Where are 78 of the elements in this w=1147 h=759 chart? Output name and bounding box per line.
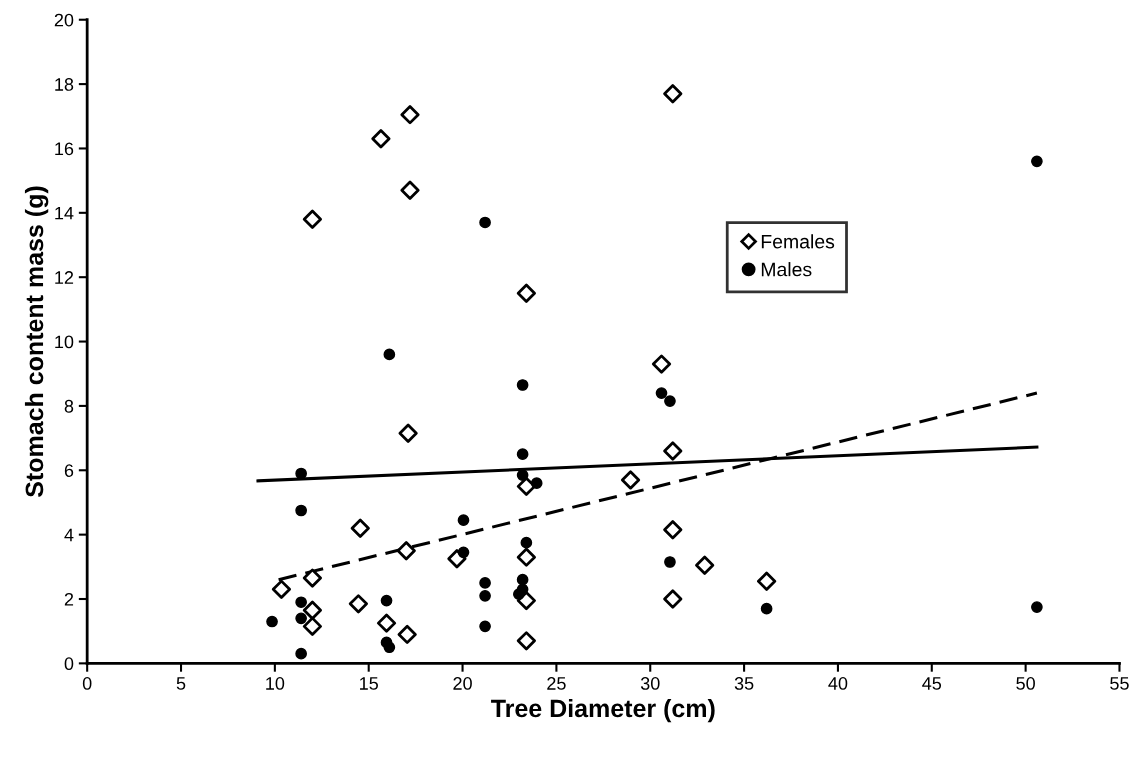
y-axis-title: Stomach content mass (g): [24, 186, 49, 498]
point: [620, 470, 641, 490]
point: [1031, 155, 1043, 168]
point: [383, 641, 396, 654]
x-tick-label: 45: [922, 677, 942, 690]
point: [479, 589, 491, 602]
point: [302, 568, 323, 588]
point: [516, 547, 536, 567]
point: [516, 469, 529, 481]
x-tick-label: 35: [734, 677, 754, 690]
x-tick-label: 10: [266, 677, 285, 690]
x-tick-label: 20: [453, 677, 472, 690]
point: [295, 612, 307, 625]
y-tick-label: 4: [64, 528, 74, 542]
y-tick-label: 20: [54, 13, 74, 27]
point: [400, 180, 420, 200]
y-tick-label: 18: [55, 78, 74, 91]
x-tick-label: 15: [360, 677, 378, 690]
point: [530, 477, 543, 489]
point: [479, 577, 491, 589]
point: [520, 536, 533, 549]
point: [295, 504, 307, 517]
point: [757, 571, 777, 591]
point: [651, 354, 672, 374]
point: [479, 620, 491, 633]
y-tick-label: 14: [55, 206, 74, 220]
y-tick-label: 8: [64, 399, 74, 413]
point: [371, 129, 391, 149]
y-tick-label: 6: [64, 464, 74, 477]
x-tick-label: 55: [1110, 677, 1129, 690]
point: [663, 589, 683, 609]
legend-label: Females: [761, 234, 835, 249]
y-tick-label: 2: [64, 592, 74, 606]
x-tick-label: 0: [82, 677, 92, 690]
point: [380, 594, 393, 607]
y-tick-label: 10: [55, 335, 74, 349]
point: [516, 379, 529, 391]
point: [663, 520, 683, 540]
x-tick-label: 40: [828, 677, 848, 690]
point: [348, 594, 368, 614]
point: [664, 395, 676, 407]
point: [302, 616, 323, 636]
point: [397, 624, 417, 645]
legend-label: Males: [761, 262, 812, 277]
point: [760, 602, 773, 615]
point: [302, 209, 323, 229]
point: [271, 579, 292, 599]
point: [266, 615, 278, 628]
point: [457, 514, 470, 527]
point: [1031, 601, 1043, 613]
x-tick-label: 25: [547, 677, 566, 690]
point: [655, 387, 668, 399]
point: [516, 283, 536, 303]
x-tick-label: 5: [176, 677, 186, 690]
point: [350, 518, 370, 538]
y-tick-label: 0: [64, 657, 74, 671]
x-axis-title: Tree Diameter (cm): [491, 698, 715, 723]
point: [663, 441, 683, 461]
point: [663, 84, 683, 104]
point: [295, 596, 307, 609]
point: [664, 556, 676, 568]
point: [302, 600, 323, 620]
point: [516, 448, 529, 461]
point: [396, 541, 416, 561]
point: [513, 588, 525, 601]
point: [398, 423, 418, 443]
point: [376, 613, 397, 633]
x-tick-label: 50: [1016, 677, 1035, 690]
point: [516, 631, 536, 651]
point: [383, 348, 396, 361]
point: [516, 573, 529, 586]
point: [479, 216, 491, 229]
y-tick-label: 16: [55, 142, 74, 156]
x-tick-label: 30: [640, 677, 660, 690]
point: [400, 105, 420, 125]
y-tick-label: 12: [55, 271, 74, 284]
point: [295, 647, 307, 660]
point: [695, 555, 715, 575]
